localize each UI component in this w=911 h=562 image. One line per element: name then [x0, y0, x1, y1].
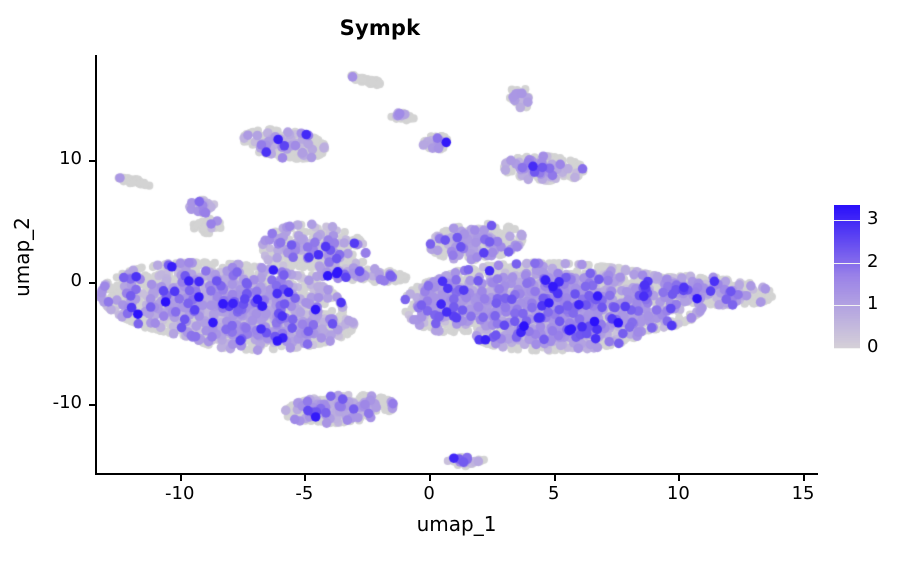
y-tick-label: 10 [59, 148, 82, 169]
x-tick [678, 475, 681, 481]
x-tick [304, 475, 307, 481]
x-tick-label: -10 [165, 483, 195, 504]
x-tick [179, 475, 182, 481]
x-tick [803, 475, 806, 481]
x-tick-label: 5 [547, 483, 560, 504]
colorbar-tick-label: 1 [867, 293, 879, 315]
colorbar [834, 205, 860, 352]
y-tick [89, 282, 95, 285]
x-tick-label: 0 [423, 483, 435, 504]
x-tick [553, 475, 556, 481]
y-tick [89, 160, 95, 162]
y-tick-label: 0 [70, 270, 82, 292]
x-axis-label: umap_1 [416, 512, 497, 536]
colorbar-tick-label: 0 [867, 336, 879, 357]
colorbar-tick-label: 3 [867, 207, 879, 229]
y-tick [89, 404, 95, 407]
axes-frame [95, 55, 818, 475]
colorbar-tick-label: 2 [867, 250, 879, 272]
x-tick [429, 475, 432, 481]
y-axis-label: umap_2 [10, 217, 34, 297]
colorbar-gradient [834, 205, 860, 348]
colorbar-tick [834, 219, 860, 221]
x-tick-label: -5 [295, 483, 314, 504]
colorbar-tick [834, 348, 860, 349]
plot-title: Sympk [339, 16, 421, 40]
scatter-plot-area [95, 55, 818, 475]
x-tick-label: 15 [791, 483, 815, 504]
colorbar-tick [834, 262, 860, 264]
colorbar-tick [834, 305, 860, 307]
y-tick-label: -10 [52, 392, 82, 414]
x-tick-label: 10 [666, 483, 690, 504]
